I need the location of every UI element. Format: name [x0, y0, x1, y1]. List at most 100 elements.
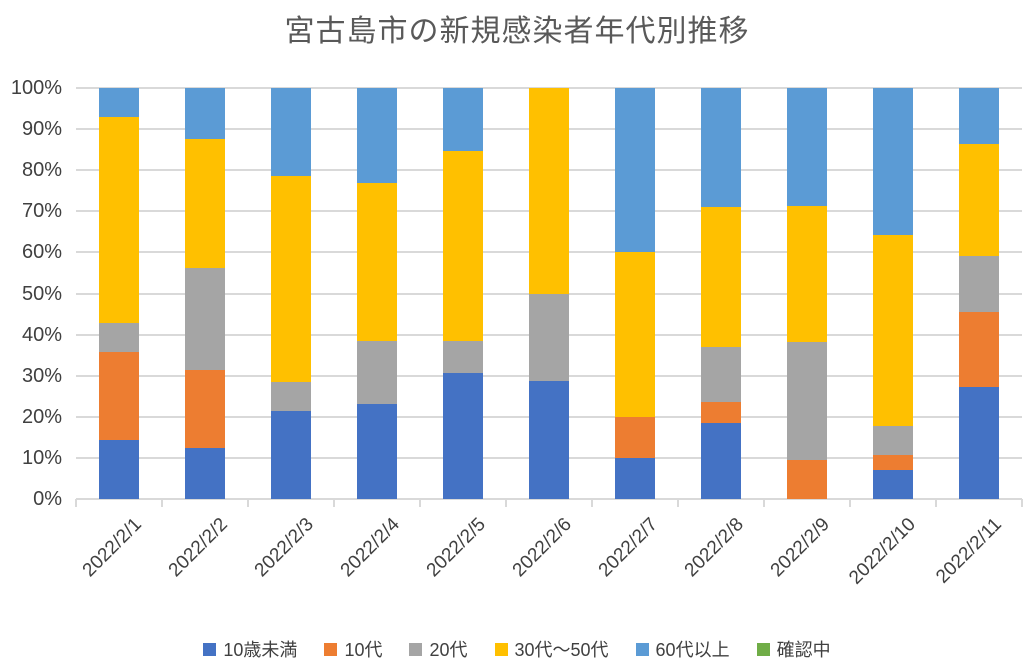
bar-segment-10歳未満	[529, 381, 569, 499]
x-axis-tick	[849, 499, 851, 507]
x-axis-tick	[763, 499, 765, 507]
legend-label: 30代～50代	[514, 640, 609, 660]
bar-segment-20代	[529, 293, 569, 382]
bar-segment-60代以上	[959, 88, 999, 144]
bar-segment-60代以上	[185, 88, 225, 140]
bar-segment-10歳未満	[873, 469, 913, 499]
x-axis-tick	[505, 499, 507, 507]
y-axis-tick-label: 10%	[21, 446, 62, 469]
bar-segment-30代～50代	[185, 139, 225, 268]
bar-2022/2/3	[271, 88, 311, 499]
bar-segment-10歳未満	[357, 404, 397, 499]
bar-segment-60代以上	[873, 88, 913, 235]
bar-segment-30代～50代	[787, 205, 827, 343]
bar-segment-10歳未満	[185, 447, 225, 499]
legend-swatch-icon	[756, 642, 770, 656]
bar-segment-10代	[615, 416, 655, 458]
legend-swatch-icon	[324, 642, 338, 656]
bar-2022/2/6	[529, 88, 569, 499]
legend-label: 10歳未満	[223, 640, 298, 660]
legend-item-30代～50代: 30代～50代	[494, 636, 609, 662]
bar-segment-30代～50代	[357, 182, 397, 341]
bar-2022/2/4	[357, 88, 397, 499]
y-axis-tick-label: 90%	[21, 118, 62, 141]
bar-segment-10代	[873, 455, 913, 470]
legend-swatch-icon	[203, 642, 217, 656]
bar-segment-30代～50代	[701, 206, 741, 348]
bar-2022/2/5	[443, 88, 483, 499]
y-axis-tick-label: 30%	[21, 364, 62, 387]
bar-segment-10歳未満	[99, 440, 139, 499]
bar-segment-10歳未満	[701, 423, 741, 499]
bar-segment-20代	[185, 267, 225, 371]
bar-segment-20代	[443, 340, 483, 373]
x-axis-tick	[591, 499, 593, 507]
bar-2022/2/1	[99, 88, 139, 499]
bar-segment-30代～50代	[443, 151, 483, 341]
legend-item-10代: 10代	[324, 636, 382, 662]
bar-segment-60代以上	[615, 88, 655, 253]
bar-segment-10歳未満	[271, 410, 311, 499]
bar-segment-20代	[357, 340, 397, 405]
chart-title: 宮古島市の新規感染者年代別推移	[284, 15, 750, 48]
x-axis-tick	[247, 499, 249, 507]
bar-2022/2/8	[701, 88, 741, 499]
legend-label: 10代	[344, 640, 383, 660]
bar-segment-20代	[99, 322, 139, 353]
bar-2022/2/10	[873, 88, 913, 499]
bar-segment-60代以上	[787, 88, 827, 206]
bar-segment-20代	[701, 347, 741, 402]
legend-swatch-icon	[494, 642, 508, 656]
y-axis-tick-label: 40%	[21, 323, 62, 346]
bar-segment-10代	[185, 370, 225, 448]
bar-segment-20代	[787, 342, 827, 460]
bar-segment-60代以上	[701, 88, 741, 207]
x-axis-tick	[75, 499, 77, 507]
bar-segment-10歳未満	[959, 386, 999, 499]
legend-item-10歳未満: 10歳未満	[203, 636, 297, 662]
y-axis-tick-label: 50%	[21, 282, 62, 305]
bar-segment-60代以上	[271, 88, 311, 177]
y-axis-tick-label: 0%	[33, 488, 62, 510]
bar-segment-20代	[959, 256, 999, 313]
y-axis-tick-label: 80%	[21, 159, 62, 182]
x-axis-line	[76, 498, 1022, 500]
bar-segment-60代以上	[99, 88, 139, 118]
legend-item-確認中: 確認中	[756, 636, 831, 662]
x-axis-tick	[333, 499, 335, 507]
x-axis-tick	[935, 499, 937, 507]
x-axis-tick	[1021, 499, 1023, 507]
bar-segment-10代	[99, 352, 139, 441]
bar-segment-10代	[701, 401, 741, 424]
legend-label: 確認中	[776, 640, 831, 660]
bar-segment-60代以上	[443, 88, 483, 152]
x-axis-tick	[419, 499, 421, 507]
bar-2022/2/9	[787, 88, 827, 499]
gridline	[76, 87, 1022, 89]
bar-segment-60代以上	[357, 88, 397, 183]
bar-segment-10代	[787, 459, 827, 499]
bar-segment-10歳未満	[615, 457, 655, 499]
legend-label: 60代以上	[655, 640, 730, 660]
bar-2022/2/11	[959, 88, 999, 499]
bar-2022/2/2	[185, 88, 225, 499]
bar-segment-10歳未満	[443, 372, 483, 499]
legend: 10歳未満 10代 20代 30代～50代 60代以上 確認中	[0, 636, 1034, 662]
bar-segment-30代～50代	[271, 176, 311, 382]
y-axis-tick-label: 60%	[21, 241, 62, 264]
bar-segment-30代～50代	[959, 143, 999, 257]
bar-2022/2/7	[615, 88, 655, 499]
legend-label: 20代	[429, 640, 468, 660]
bar-segment-30代～50代	[529, 88, 569, 294]
bar-segment-20代	[873, 425, 913, 455]
y-axis-tick-label: 20%	[21, 405, 62, 428]
bar-segment-30代～50代	[99, 117, 139, 323]
y-axis-tick-label: 70%	[21, 200, 62, 223]
x-axis-tick	[677, 499, 679, 507]
legend-swatch-icon	[635, 642, 649, 656]
legend-item-60代以上: 60代以上	[635, 636, 730, 662]
bar-segment-30代～50代	[615, 252, 655, 417]
x-axis-tick	[161, 499, 163, 507]
y-axis-tick-label: 100%	[10, 77, 62, 99]
